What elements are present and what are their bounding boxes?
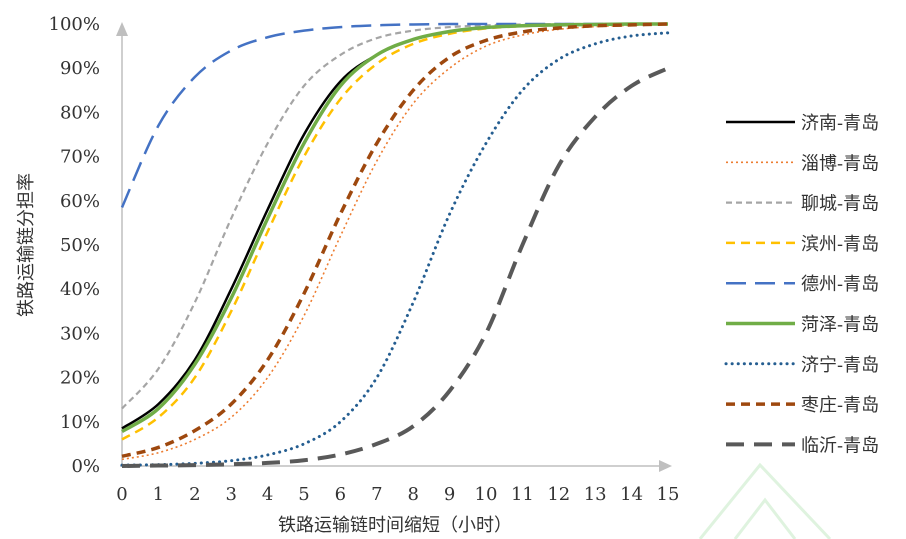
x-tick-label: 1 bbox=[153, 484, 164, 505]
series-line-4 bbox=[121, 22, 669, 441]
series-line-7 bbox=[120, 31, 670, 467]
x-tick-label: 14 bbox=[620, 484, 643, 505]
series-line-1 bbox=[121, 22, 669, 430]
x-tick-label: 5 bbox=[298, 484, 309, 505]
legend-label-7: 济宁-青岛 bbox=[801, 355, 879, 376]
y-tick-label: 40% bbox=[60, 279, 100, 300]
legend-label-2: 淄博-青岛 bbox=[801, 153, 879, 174]
y-tick-label: 20% bbox=[60, 368, 100, 389]
y-tick-label: 60% bbox=[60, 191, 100, 212]
x-tick-label: 7 bbox=[371, 484, 382, 505]
y-tick-label: 30% bbox=[60, 323, 100, 344]
legend-label-4: 滨州-青岛 bbox=[801, 234, 879, 255]
x-axis-title: 铁路运输链时间缩短（小时） bbox=[278, 515, 512, 536]
y-tick-label: 80% bbox=[60, 102, 100, 123]
x-axis-arrow bbox=[659, 460, 672, 472]
y-axis-title: 铁路运输链分担率 bbox=[16, 173, 37, 317]
series-lines bbox=[120, 22, 670, 468]
x-tick-label: 4 bbox=[262, 484, 273, 505]
y-tick-label: 10% bbox=[60, 412, 100, 433]
legend-label-8: 枣庄-青岛 bbox=[801, 395, 879, 416]
x-tick-label: 15 bbox=[657, 484, 680, 505]
series-line-8 bbox=[121, 22, 669, 458]
y-tick-label: 90% bbox=[60, 58, 100, 79]
series-line-6 bbox=[121, 22, 669, 434]
y-tick-label: 50% bbox=[60, 235, 100, 256]
axes bbox=[116, 22, 672, 472]
legend-label-9: 临沂-青岛 bbox=[801, 435, 879, 456]
x-tick-label: 8 bbox=[407, 484, 418, 505]
y-axis-arrow bbox=[116, 22, 128, 36]
legend-label-3: 聊城-青岛 bbox=[801, 194, 879, 215]
series-line-5 bbox=[120, 22, 668, 208]
legend-label-5: 德州-青岛 bbox=[801, 274, 879, 295]
x-tick-label: 6 bbox=[335, 484, 346, 505]
x-tick-label: 3 bbox=[225, 484, 236, 505]
x-tick-label: 10 bbox=[475, 484, 498, 505]
legend-label-6: 菏泽-青岛 bbox=[801, 315, 879, 336]
x-tick-labels: 0 1 2 3 4 5 6 7 8 9 10 11 12 13 14 15 bbox=[116, 484, 679, 505]
series-line-9 bbox=[121, 66, 669, 468]
x-tick-label: 13 bbox=[584, 484, 607, 505]
y-tick-labels: 0% 10% 20% 30% 40% 50% 60% 70% 80% 90% 100% bbox=[49, 14, 100, 477]
x-tick-label: 11 bbox=[511, 484, 534, 505]
y-tick-label: 100% bbox=[49, 14, 100, 35]
x-tick-label: 0 bbox=[116, 484, 127, 505]
legend-label-1: 济南-青岛 bbox=[801, 113, 879, 134]
y-tick-label: 0% bbox=[71, 456, 100, 477]
series-line-3 bbox=[121, 22, 668, 410]
y-tick-label: 70% bbox=[60, 147, 100, 168]
x-tick-label: 9 bbox=[444, 484, 455, 505]
legend: 济南-青岛淄博-青岛聊城-青岛滨州-青岛德州-青岛菏泽-青岛济宁-青岛枣庄-青岛… bbox=[724, 113, 879, 456]
watermark-lines bbox=[698, 462, 832, 539]
x-tick-label: 2 bbox=[189, 484, 200, 505]
x-tick-label: 12 bbox=[547, 484, 570, 505]
series-line-2 bbox=[121, 23, 669, 461]
